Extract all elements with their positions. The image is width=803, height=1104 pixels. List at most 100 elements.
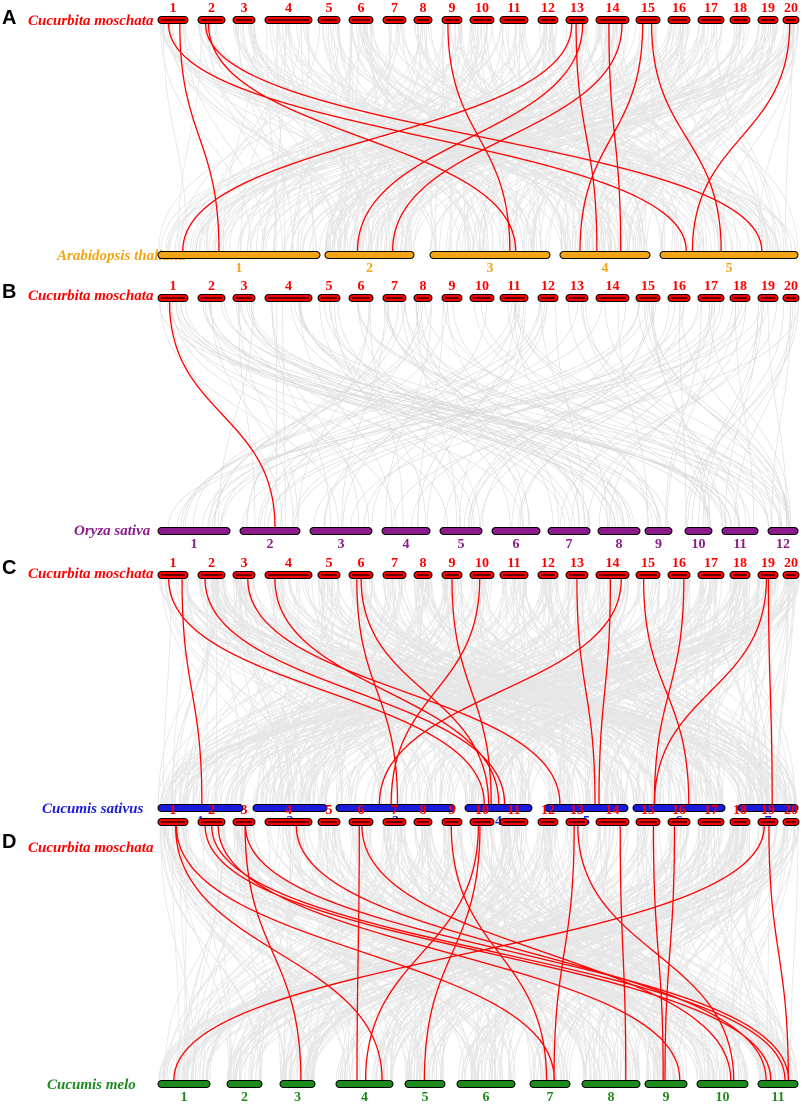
top-chromosome-4: 4 [264,556,313,579]
gray-link [202,301,732,528]
top-chromosome-label: 2 [208,279,215,294]
top-chromosome-11: 11 [499,803,529,826]
gray-link [274,23,286,252]
top-chromosome-7: 7 [382,556,407,579]
gray-link [175,301,448,528]
top-chromosome-label: 5 [326,803,333,818]
gray-link [163,578,776,805]
top-chromosome-label: 5 [326,556,333,571]
gray-link [175,301,616,528]
top-chromosome-17: 17 [697,279,725,302]
gray-link [223,23,256,252]
gray-link [311,825,599,1081]
gray-link [654,23,725,252]
top-chromosome-1: 1 [157,803,189,826]
top-chromosome-10: 10 [469,803,495,826]
gray-link [420,301,530,528]
bottom-chromosome-6-bar [632,804,726,812]
top-chromosome-label: 20 [784,279,798,294]
bottom-chromosome-9-bar [644,1080,688,1088]
gray-link [341,301,386,528]
gray-link [304,23,579,252]
gray-link [319,301,461,528]
gray-link [322,578,642,805]
gray-link [493,825,662,1081]
gray-link [624,23,795,252]
gray-link [665,301,702,528]
gray-link [278,23,388,252]
top-chromosome-label: 15 [641,556,655,571]
top-chromosome-17: 17 [697,556,725,579]
bottom-chromosome-label: 4 [495,814,502,829]
gray-link [162,578,172,805]
top-chromosome-19: 19 [757,279,779,302]
top-chromosome-label: 1 [170,803,177,818]
gray-link [625,578,711,805]
top-chromosome-5: 5 [317,556,341,579]
gray-link [393,578,555,805]
gray-link [294,301,721,528]
gray-link [516,825,631,1081]
chromosome-core-line [201,821,222,823]
top-species-label-a: Cucurbita moschata [28,13,154,29]
gray-link [282,301,286,528]
red-link [575,23,598,252]
top-chromosome-label: 4 [285,803,292,818]
gray-link [469,301,626,528]
gray-link [180,301,616,528]
top-chromosome-20: 20 [782,1,800,24]
top-chromosome-label: 14 [606,556,620,571]
chromosome-core-line [503,297,525,299]
chromosome-core-line [417,297,429,299]
red-link [168,301,276,528]
gray-link [699,578,748,805]
bottom-species-label-a: Arabidopsis thaliana [56,248,186,264]
gray-link [481,301,653,528]
top-chromosome-label: 7 [391,279,398,294]
top-chromosome-label: 7 [391,556,398,571]
top-chromosome-label: 4 [285,279,292,294]
bottom-chromosome-2-bar [252,804,328,812]
gray-link [471,578,714,805]
gray-link [225,578,790,805]
top-chromosome-10: 10 [469,279,495,302]
chromosome-core-line [445,574,459,576]
gray-link [233,578,265,805]
chromosome-core-line [733,574,747,576]
gray-link [344,825,544,1081]
gray-link [598,301,747,528]
chromosome-core-line [236,297,252,299]
gray-link [702,301,763,528]
gray-link [458,825,641,1081]
top-chromosome-label: 15 [641,1,655,16]
bottom-chromosome-1-bar [157,251,321,259]
top-chromosome-label: 8 [420,1,427,16]
chromosome-core-line [268,821,309,823]
gray-link [514,301,769,528]
bottom-chromosome-7-bar [529,1080,571,1088]
top-chromosome-16: 16 [667,279,691,302]
bottom-chromosome-1-bar [157,804,244,812]
gray-link [275,301,278,528]
gray-link [343,23,474,252]
top-chromosome-label: 11 [507,1,520,16]
top-chromosome-10: 10 [469,1,495,24]
bottom-chromosome-8-bar [581,1080,641,1088]
gray-link [166,825,424,1081]
bottom-chromosome-label: 4 [602,261,609,276]
gray-link [533,23,545,252]
top-chromosome-label: 18 [733,279,747,294]
chromosome-core-line [161,574,185,576]
gray-link [595,23,776,252]
bottom-chromosome-2-bar [324,251,415,259]
gray-link [494,825,511,1081]
gray-link [292,301,639,528]
chromosome-core-line [671,821,687,823]
chromosome-core-line [761,574,775,576]
gray-link [643,578,702,805]
red-link [274,578,500,805]
top-chromosome-18: 18 [729,556,751,579]
bottom-chromosome-label: 6 [513,537,520,552]
